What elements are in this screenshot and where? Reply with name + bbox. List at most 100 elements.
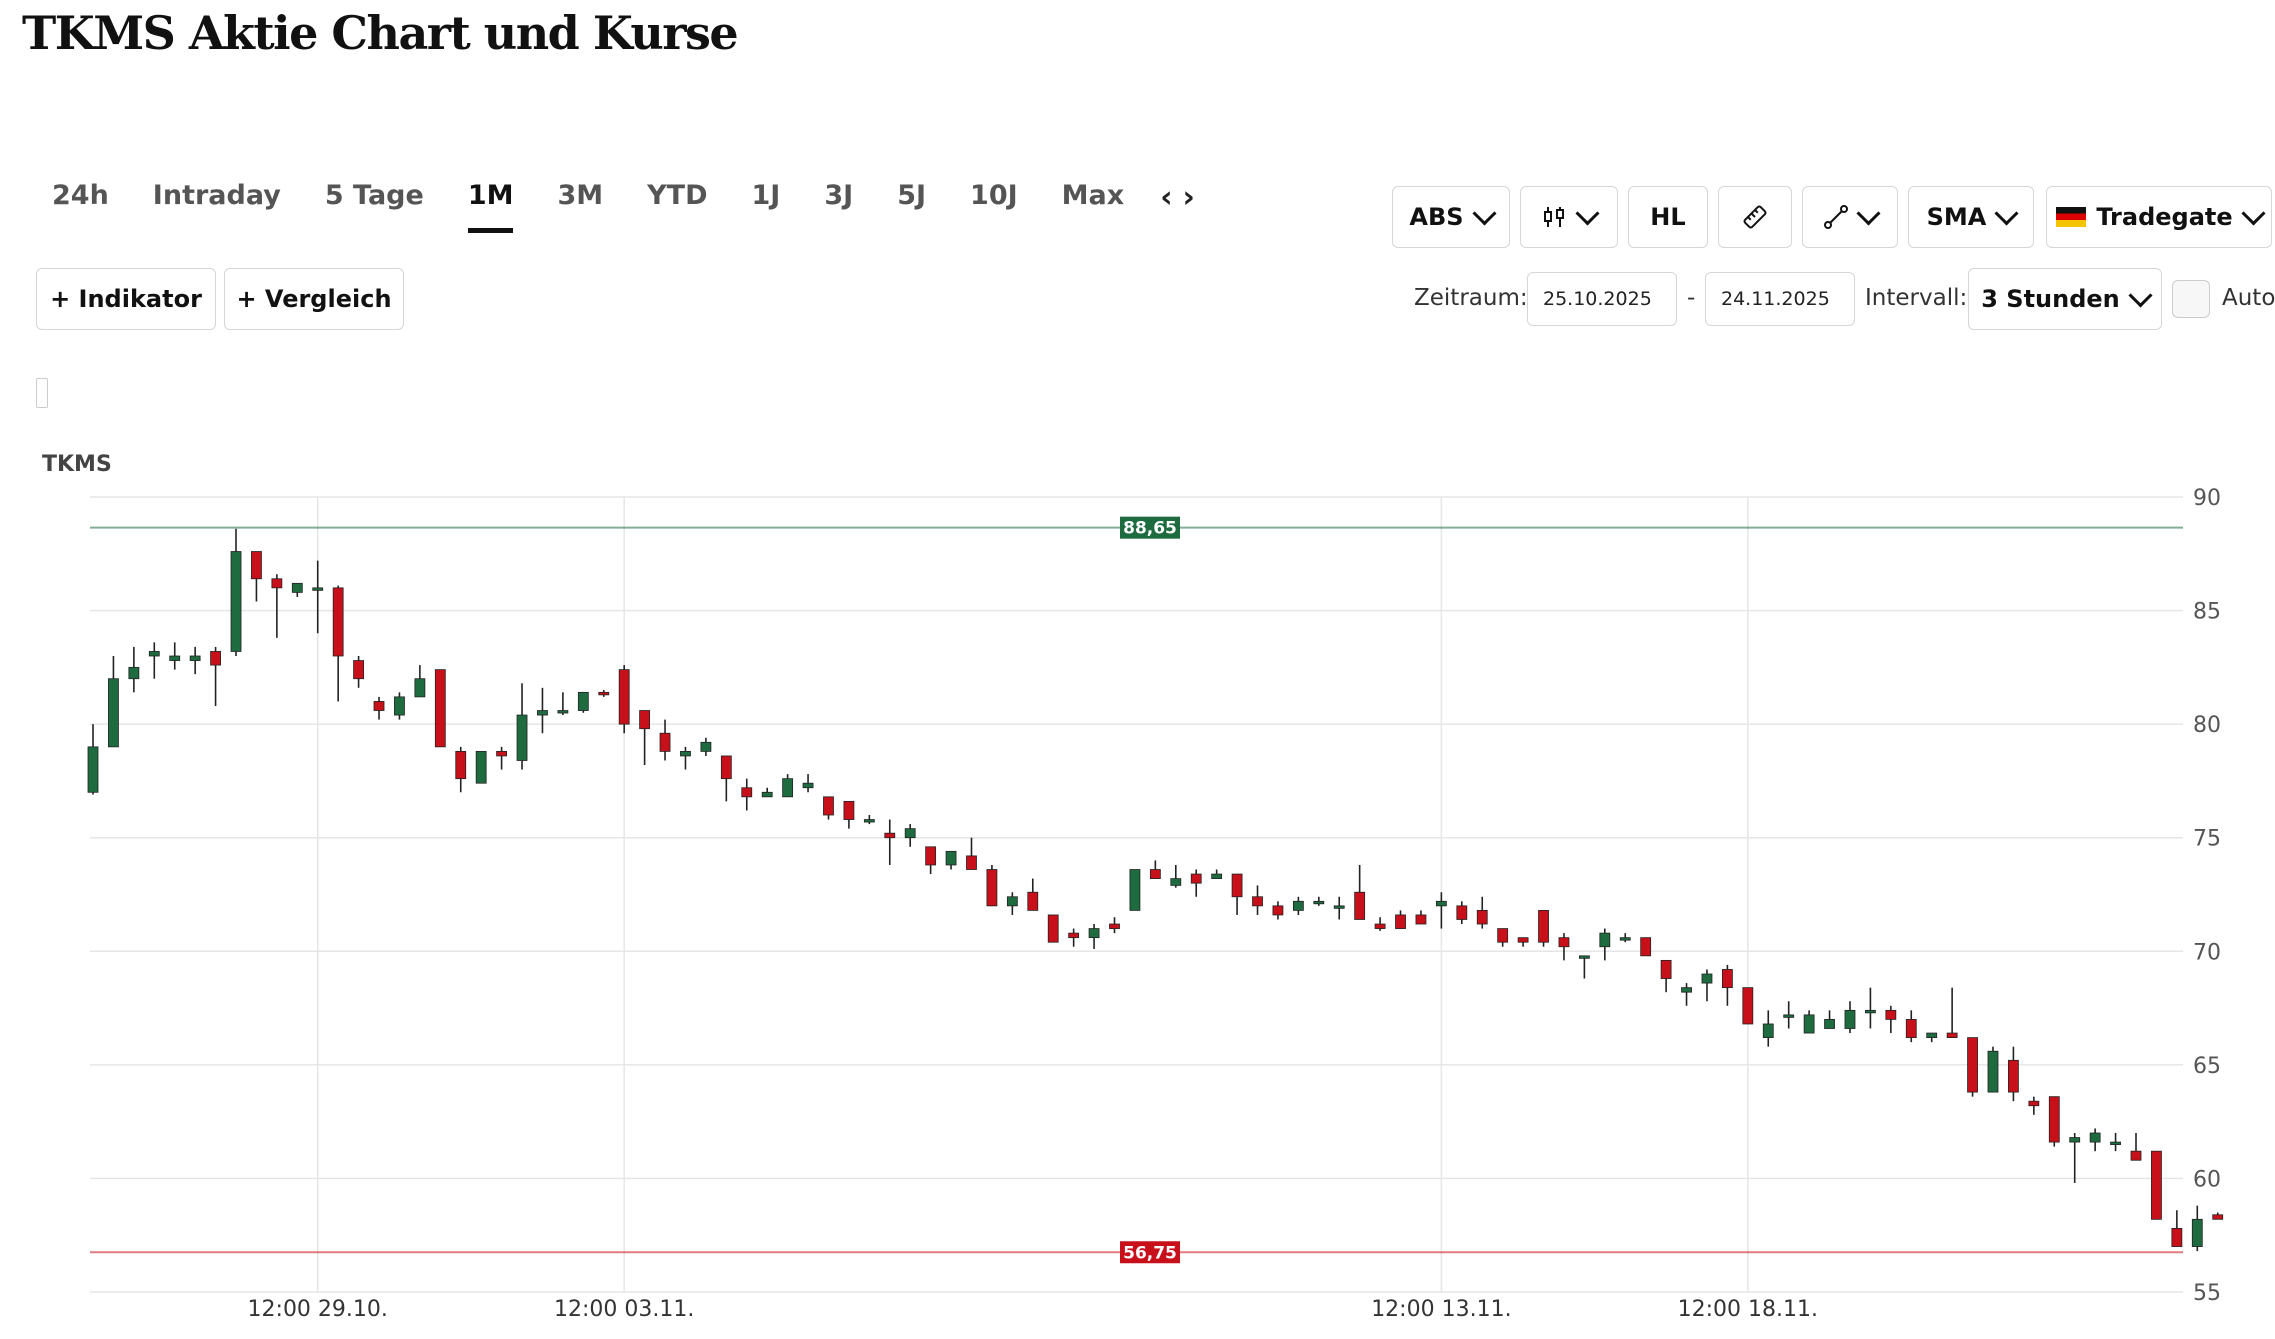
date-from-input[interactable]: 25.10.2025 [1527, 272, 1677, 326]
period-nav-arrows[interactable]: ‹› [1160, 180, 1205, 215]
candle-body-up [1211, 873, 1223, 879]
hl-button[interactable]: HL [1628, 186, 1708, 248]
candle [1088, 924, 1100, 950]
period-tabs: 24h Intraday 5 Tage 1M 3M YTD 1J 3J 5J 10J Max ‹› [30, 180, 1227, 237]
tab-1m[interactable]: 1M [467, 180, 514, 233]
candle-body-up [1762, 1023, 1774, 1039]
exchange-dropdown[interactable]: Tradegate [2046, 186, 2272, 248]
candle-body-up [1987, 1050, 1999, 1093]
interval-dropdown[interactable]: 3 Stunden [1968, 268, 2162, 330]
candle [1252, 885, 1263, 915]
tab-3j[interactable]: 3J [824, 180, 854, 211]
auto-label: Auto [2222, 285, 2275, 311]
add-indicator-label: + Indikator [50, 285, 202, 313]
tab-ytd[interactable]: YTD [647, 180, 708, 211]
candle [2151, 1150, 2162, 1220]
candle-body-down [332, 587, 344, 657]
candle-body-down [1272, 905, 1284, 916]
tab-24h[interactable]: 24h [52, 180, 109, 211]
candle-body-down [496, 751, 508, 757]
candle-body-down [639, 710, 651, 730]
german-flag-icon [2056, 207, 2087, 227]
candle [1926, 1032, 1938, 1043]
y-tick-label: 90 [2193, 486, 2221, 511]
sma-dropdown[interactable]: SMA [1908, 186, 2034, 248]
candle-body-up [1088, 928, 1100, 939]
candle [1722, 964, 1733, 1006]
candle [1027, 878, 1039, 911]
add-indicator-button[interactable]: + Indikator [36, 268, 216, 330]
candle [1538, 910, 1549, 947]
candle-body-up [1333, 905, 1345, 909]
candle [1374, 917, 1386, 931]
candle [782, 774, 794, 798]
candle-body-up [1926, 1032, 1938, 1038]
candle-body-up [945, 850, 957, 866]
candle [230, 528, 242, 656]
draw-line-icon [1823, 205, 1848, 229]
candle-body-down [1742, 987, 1754, 1025]
candle [1865, 987, 1876, 1029]
candle [1660, 959, 1672, 993]
candle [2130, 1133, 2142, 1161]
candle-body-down [1946, 1032, 1958, 1038]
candle-body-up [189, 655, 201, 661]
candle-body-down [1415, 914, 1427, 925]
candle [353, 656, 364, 688]
add-compare-button[interactable]: + Vergleich [224, 268, 404, 330]
candle [475, 751, 487, 784]
ruler-button[interactable] [1718, 186, 1792, 248]
reference-label: 56,75 [1123, 1243, 1177, 1263]
candle [1211, 869, 1223, 879]
candle-body-up [128, 666, 140, 680]
tab-5j[interactable]: 5J [897, 180, 927, 211]
candle-body-down [373, 701, 385, 711]
tab-max[interactable]: Max [1061, 180, 1125, 211]
candle-body-up [557, 710, 569, 714]
candle-body-down [1027, 891, 1039, 911]
auto-checkbox[interactable] [2172, 280, 2210, 318]
candle-body-up [904, 828, 916, 839]
date-to-input[interactable]: 24.11.2025 [1705, 272, 1855, 326]
candle-body-up [475, 751, 487, 784]
candle [1558, 933, 1570, 961]
candle [1803, 1010, 1815, 1034]
tab-10j[interactable]: 10J [970, 180, 1018, 211]
candle-body-down [884, 832, 896, 839]
chart-type-dropdown[interactable] [1520, 186, 1618, 248]
reference-label-box [1120, 516, 1180, 539]
candle-body-up [782, 778, 794, 798]
candle [904, 824, 916, 847]
tab-5-tage[interactable]: 5 Tage [324, 180, 424, 211]
exchange-label: Tradegate [2096, 203, 2233, 231]
candle-body-up [1865, 1009, 1876, 1014]
candle [741, 778, 753, 811]
collapse-handle[interactable] [36, 378, 48, 408]
y-tick-label: 60 [2193, 1167, 2221, 1192]
candle [1068, 928, 1080, 947]
candle-body-down [1395, 914, 1406, 929]
candle [1497, 928, 1509, 947]
abs-dropdown[interactable]: ABS [1392, 186, 1510, 248]
candle-body-up [291, 582, 303, 593]
tab-3m[interactable]: 3M [557, 180, 604, 211]
date-separator: - [1687, 285, 1696, 311]
candle [925, 846, 937, 875]
candle [1987, 1046, 1999, 1093]
candle [1762, 1010, 1774, 1047]
candle-body-up [1803, 1014, 1815, 1034]
candle-body-down [741, 787, 753, 798]
x-tick-label: 12:00 29.10. [248, 1297, 388, 1322]
candle [251, 551, 262, 602]
candle [1619, 933, 1631, 943]
candle [496, 746, 508, 770]
candle-body-up [516, 714, 528, 761]
candle-body-down [251, 551, 262, 580]
draw-dropdown[interactable] [1802, 186, 1898, 248]
candle-body-up [2110, 1141, 2121, 1145]
candle-body-up [1578, 955, 1590, 959]
tab-1j[interactable]: 1J [751, 180, 781, 211]
y-tick-label: 75 [2193, 827, 2221, 852]
tab-intraday[interactable]: Intraday [152, 180, 281, 211]
candle [210, 646, 221, 706]
